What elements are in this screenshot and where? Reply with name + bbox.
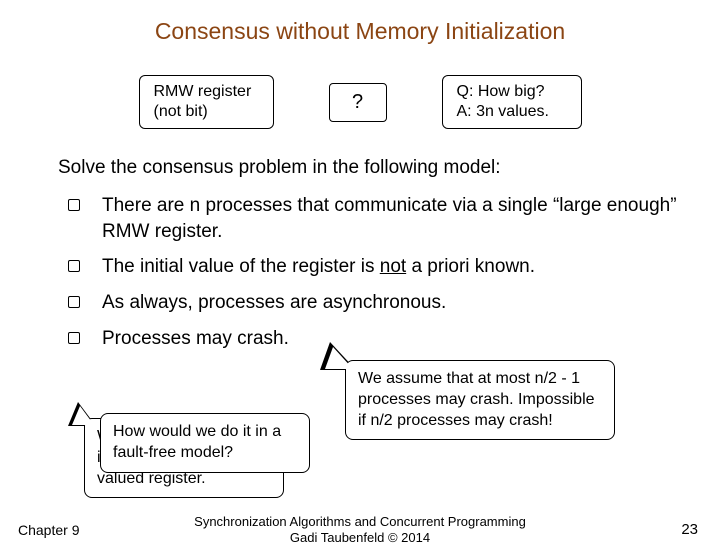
rmw-line2: (not bit) <box>154 102 259 122</box>
callout-tail-icon <box>72 406 94 425</box>
question-box: ? <box>329 83 387 122</box>
page-number: 23 <box>681 521 698 538</box>
qa-line1: Q: How big? <box>457 82 567 102</box>
bullet-box-icon <box>68 199 80 211</box>
callout-tail-icon <box>325 347 353 369</box>
bullet-text-3: Processes may crash. <box>102 326 289 352</box>
bullet-text-1: The initial value of the register is not… <box>102 254 535 280</box>
bullet-box-icon <box>68 260 80 272</box>
bullet-list: There are n processes that communicate v… <box>68 193 680 351</box>
callout-right: We assume that at most n/2 - 1 processes… <box>345 360 615 440</box>
credit-line1: Synchronization Algorithms and Concurren… <box>0 514 720 530</box>
bullet-text-0: There are n processes that communicate v… <box>102 193 680 244</box>
bullet-text-2: As always, processes are asynchronous. <box>102 290 446 316</box>
footer-credit: Synchronization Algorithms and Concurren… <box>0 514 720 547</box>
bullet-box-icon <box>68 296 80 308</box>
qa-box: Q: How big? A: 3n values. <box>442 75 582 129</box>
list-item: There are n processes that communicate v… <box>68 193 680 244</box>
rmw-line1: RMW register <box>154 82 259 102</box>
solve-line: Solve the consensus problem in the follo… <box>58 157 720 179</box>
qa-line2: A: 3n values. <box>457 102 567 122</box>
bullet-box-icon <box>68 332 80 344</box>
boxes-row: RMW register (not bit) ? Q: How big? A: … <box>0 75 720 129</box>
page-title: Consensus without Memory Initialization <box>0 18 720 45</box>
list-item: The initial value of the register is not… <box>68 254 680 280</box>
callout-front-left: How would we do it in a fault-free model… <box>100 413 310 473</box>
credit-line2: Gadi Taubenfeld © 2014 <box>0 530 720 546</box>
list-item: Processes may crash. <box>68 326 680 352</box>
list-item: As always, processes are asynchronous. <box>68 290 680 316</box>
rmw-register-box: RMW register (not bit) <box>139 75 274 129</box>
